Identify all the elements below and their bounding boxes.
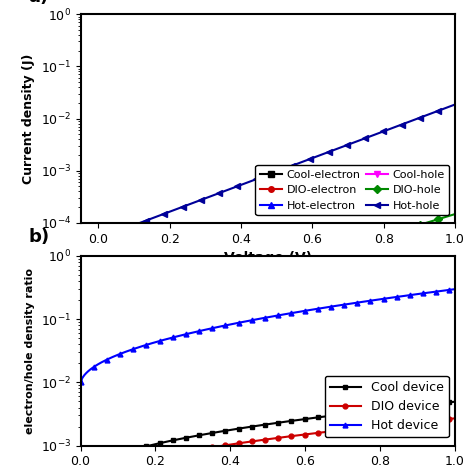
Line: Hot-hole: Hot-hole: [89, 102, 458, 244]
Cool-hole: [305, 324, 310, 330]
Cool device: [452, 399, 458, 404]
Cool-hole: [304, 324, 310, 330]
DIO-electron: [90, 324, 95, 330]
DIO-electron: [311, 324, 317, 330]
X-axis label: Voltage (V): Voltage (V): [224, 251, 312, 265]
Hot-hole: [395, 123, 401, 129]
Text: b): b): [28, 228, 49, 246]
Cool-electron: [89, 324, 94, 330]
DIO-electron: [452, 324, 458, 330]
Hot-electron: [452, 227, 458, 232]
Legend: Cool-electron, DIO-electron, Hot-electron, Cool-hole, DIO-hole, Hot-hole: Cool-electron, DIO-electron, Hot-electro…: [255, 165, 449, 215]
Hot-electron: [90, 324, 95, 330]
Cool-electron: [311, 324, 317, 330]
Cool-hole: [395, 324, 401, 330]
Line: Hot device: Hot device: [78, 287, 457, 384]
DIO device: [452, 416, 458, 421]
Hot-hole: [89, 238, 94, 244]
Hot device: [78, 379, 83, 385]
Cool-hole: [90, 324, 95, 330]
Cool device: [177, 436, 183, 442]
DIO device: [147, 456, 153, 462]
Line: Cool device: Cool device: [78, 399, 457, 474]
Hot-electron: [418, 237, 424, 242]
Hot-hole: [305, 157, 310, 163]
Hot device: [147, 341, 153, 346]
DIO-hole: [89, 322, 94, 328]
Hot device: [100, 359, 106, 365]
Line: DIO device: DIO device: [78, 416, 457, 474]
DIO device: [100, 469, 106, 474]
Cool-electron: [452, 324, 458, 330]
DIO-hole: [395, 228, 401, 234]
Cool device: [420, 402, 426, 408]
Cool device: [433, 401, 439, 407]
Line: Hot-electron: Hot-electron: [89, 227, 458, 330]
Cool device: [93, 460, 99, 466]
Cool device: [100, 457, 106, 463]
DIO device: [433, 417, 439, 423]
Hot-electron: [311, 267, 317, 273]
Line: Cool-electron: Cool-electron: [89, 324, 458, 330]
Cool device: [147, 443, 153, 448]
Hot device: [177, 333, 183, 338]
Hot device: [452, 286, 458, 292]
Cool-electron: [395, 324, 401, 330]
Hot device: [433, 289, 439, 294]
Cool-electron: [304, 324, 310, 330]
Cool-hole: [89, 324, 94, 330]
Cool-electron: [418, 324, 424, 330]
Hot-hole: [311, 155, 317, 160]
DIO-electron: [418, 324, 424, 330]
DIO-hole: [305, 256, 310, 262]
Y-axis label: electron/hole density ratio: electron/hole density ratio: [25, 268, 35, 434]
Cool-hole: [418, 324, 424, 330]
Hot-electron: [305, 269, 310, 275]
Cool-electron: [305, 324, 310, 330]
DIO-electron: [304, 324, 310, 330]
DIO-electron: [395, 324, 401, 330]
Legend: Cool device, DIO device, Hot device: Cool device, DIO device, Hot device: [325, 376, 449, 438]
DIO device: [93, 473, 99, 474]
Cool-hole: [452, 324, 458, 330]
DIO-hole: [311, 255, 317, 260]
Hot-hole: [452, 101, 458, 107]
Hot device: [420, 291, 426, 296]
DIO device: [420, 419, 426, 424]
Hot-hole: [90, 238, 95, 244]
DIO-hole: [90, 322, 95, 328]
DIO-hole: [418, 222, 424, 228]
Hot-hole: [304, 157, 310, 163]
Line: DIO-hole: DIO-hole: [89, 211, 458, 328]
Line: DIO-electron: DIO-electron: [89, 324, 458, 330]
DIO-electron: [89, 324, 94, 330]
Text: a): a): [28, 0, 48, 6]
DIO-hole: [304, 256, 310, 262]
Line: Cool-hole: Cool-hole: [89, 324, 458, 330]
Cool-hole: [311, 324, 317, 330]
Cool-electron: [90, 324, 95, 330]
Hot-hole: [418, 114, 424, 120]
Y-axis label: Current density (J): Current density (J): [22, 53, 35, 184]
DIO-electron: [305, 324, 310, 330]
DIO-hole: [452, 211, 458, 217]
Hot-electron: [89, 324, 94, 330]
DIO device: [177, 450, 183, 456]
Hot device: [93, 363, 99, 369]
Hot-electron: [395, 243, 401, 249]
Hot-electron: [304, 269, 310, 275]
